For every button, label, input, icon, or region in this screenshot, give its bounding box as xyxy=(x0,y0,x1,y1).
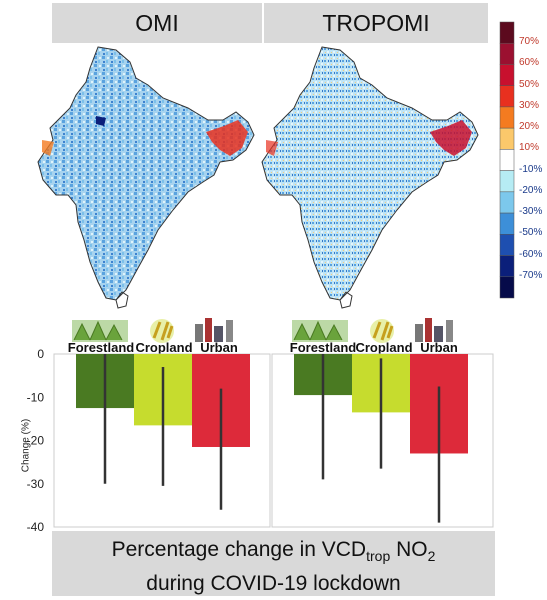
colorbar-tick-label: 50% xyxy=(519,78,540,90)
forest-icon xyxy=(72,320,128,342)
category-label-urban: Urban xyxy=(420,340,458,355)
colorbar-tick-label: -60% xyxy=(519,248,543,260)
colorbar-tick-label: -30% xyxy=(519,206,543,218)
category-label-forestland: Forestland xyxy=(67,340,135,355)
tropomi-panel-title: TROPOMI xyxy=(264,3,488,43)
y-tick-label: -30 xyxy=(27,477,45,491)
crop-icon xyxy=(150,319,174,343)
tropomi-india-map xyxy=(261,46,479,309)
crop-icon xyxy=(370,319,394,343)
y-tick-label: -40 xyxy=(27,520,45,534)
colorbar-tick-label: -70% xyxy=(519,269,543,281)
y-tick-label: 0 xyxy=(37,347,44,361)
category-label-urban: Urban xyxy=(200,340,238,355)
colorbar-tick-label: 10% xyxy=(519,142,540,154)
y-tick-label: -10 xyxy=(27,390,45,404)
omi-panel-title: OMI xyxy=(52,3,262,43)
colorbar-tick-label: 70% xyxy=(519,36,540,48)
colorbar-swatch xyxy=(499,276,515,299)
category-label-cropland: Cropland xyxy=(135,340,193,355)
colorbar-tick-label: 30% xyxy=(519,99,540,111)
colorbar-tick-label: 60% xyxy=(519,57,540,69)
y-tick-label: -20 xyxy=(27,434,45,448)
y-axis-title: Change (%) xyxy=(20,418,32,473)
city-icon xyxy=(195,318,233,342)
colorbar-tick-label: -20% xyxy=(519,184,543,196)
category-label-forestland: Forestland xyxy=(289,340,357,355)
colorbar-tick-label: -50% xyxy=(519,227,543,239)
figure-caption: Percentage change in VCDtrop NO2 during … xyxy=(52,531,495,596)
colorbar-tick-label: 20% xyxy=(519,121,540,133)
omi-india-map xyxy=(37,46,255,309)
category-label-cropland: Cropland xyxy=(355,340,413,355)
colorbar-tick-label: -10% xyxy=(519,163,543,175)
forest-icon xyxy=(292,320,348,342)
city-icon xyxy=(415,318,453,342)
